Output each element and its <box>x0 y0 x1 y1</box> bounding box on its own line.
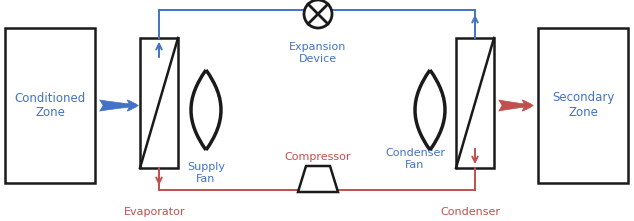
Bar <box>5 28 95 183</box>
Bar <box>140 38 178 168</box>
Text: Expansion
Device: Expansion Device <box>289 42 347 64</box>
Text: Conditioned
Zone: Conditioned Zone <box>15 91 86 120</box>
Text: Secondary
Zone: Secondary Zone <box>552 91 614 120</box>
Bar <box>538 28 628 183</box>
Text: Evaporator: Evaporator <box>124 207 186 217</box>
Text: Condenser
Fan: Condenser Fan <box>385 148 445 170</box>
Text: Supply
Fan: Supply Fan <box>187 162 225 184</box>
Text: Compressor: Compressor <box>285 152 351 162</box>
Bar <box>456 38 494 168</box>
Text: Condenser: Condenser <box>440 207 500 217</box>
